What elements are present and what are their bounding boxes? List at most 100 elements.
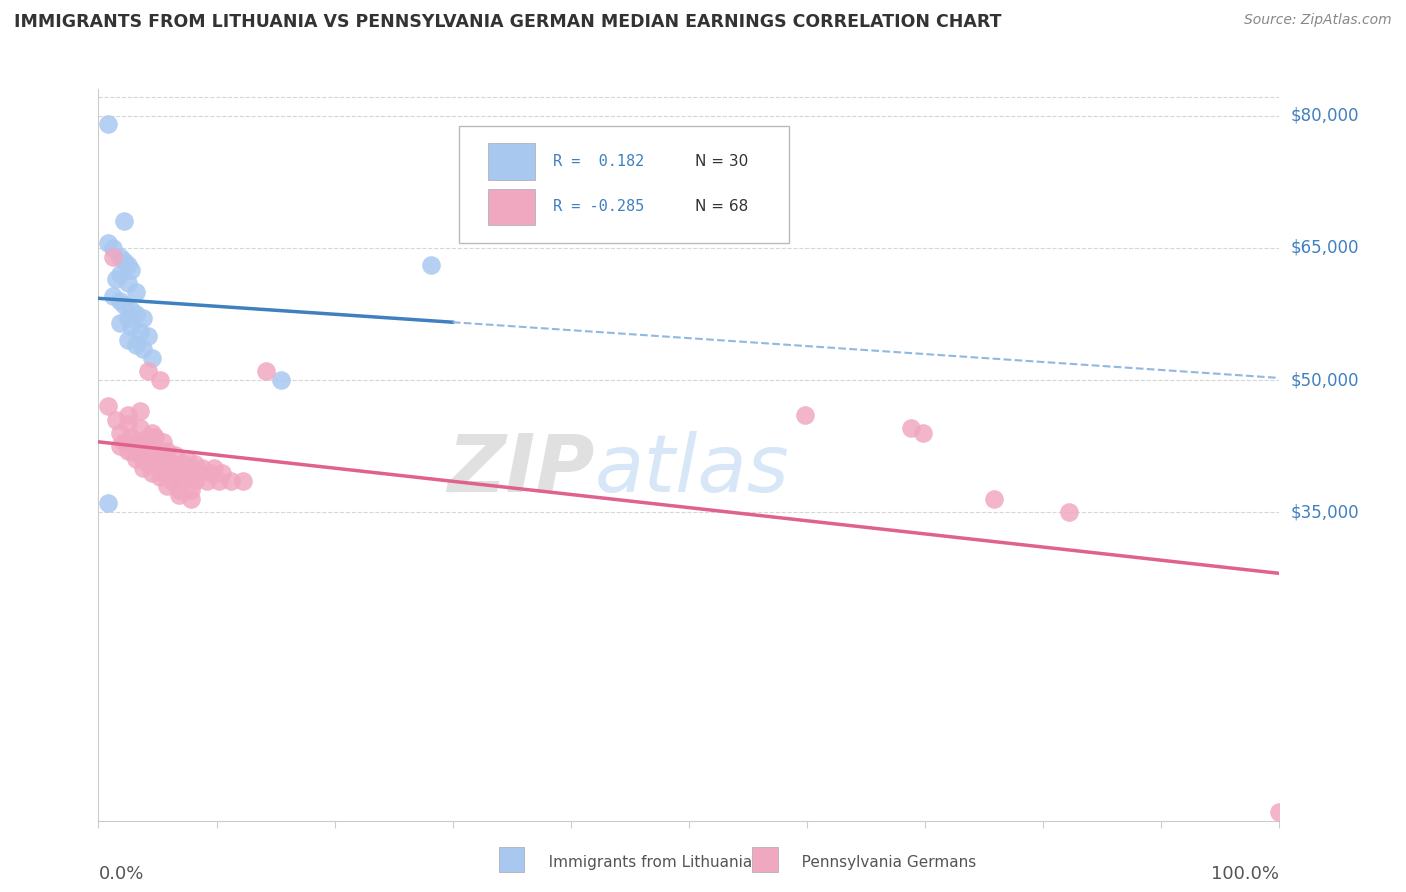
Text: N = 68: N = 68	[695, 199, 748, 214]
Point	[143, 457, 166, 471]
Point	[117, 417, 139, 431]
Point	[132, 461, 155, 475]
Point	[270, 373, 292, 387]
Text: R =  0.182: R = 0.182	[553, 154, 644, 169]
Point	[1268, 805, 1291, 819]
Point	[184, 475, 207, 489]
Point	[132, 311, 155, 326]
Text: Pennsylvania Germans: Pennsylvania Germans	[787, 855, 977, 870]
Point	[900, 421, 922, 435]
Text: R = -0.285: R = -0.285	[553, 199, 644, 214]
Point	[108, 250, 131, 264]
Point	[108, 439, 131, 453]
Point	[141, 351, 163, 365]
Point	[128, 325, 150, 339]
Text: $50,000: $50,000	[1291, 371, 1360, 389]
Point	[136, 364, 159, 378]
Point	[136, 329, 159, 343]
Point	[141, 466, 163, 480]
Point	[202, 461, 225, 475]
Point	[112, 214, 135, 228]
Point	[117, 259, 139, 273]
Point	[160, 457, 183, 471]
Point	[1057, 505, 1080, 519]
Point	[101, 250, 124, 264]
Point	[165, 448, 187, 462]
Point	[105, 412, 128, 426]
Point	[152, 448, 174, 462]
Point	[112, 254, 135, 268]
Text: $35,000: $35,000	[1291, 503, 1360, 521]
Point	[149, 452, 172, 467]
Point	[121, 430, 143, 444]
Text: Immigrants from Lithuania: Immigrants from Lithuania	[534, 855, 752, 870]
Point	[180, 491, 202, 506]
Point	[180, 461, 202, 475]
Point	[187, 466, 209, 480]
Point	[108, 267, 131, 281]
Point	[125, 434, 148, 449]
Point	[219, 475, 242, 489]
Text: 0.0%: 0.0%	[98, 864, 143, 882]
Point	[117, 334, 139, 348]
Point	[121, 302, 143, 317]
Point	[208, 475, 231, 489]
Point	[97, 400, 120, 414]
Point	[149, 470, 172, 484]
Point	[136, 430, 159, 444]
Point	[172, 475, 194, 489]
Point	[128, 404, 150, 418]
Point	[152, 434, 174, 449]
Point	[141, 425, 163, 440]
Point	[156, 479, 179, 493]
Text: Source: ZipAtlas.com: Source: ZipAtlas.com	[1244, 13, 1392, 28]
Point	[176, 466, 198, 480]
Point	[112, 298, 135, 312]
Text: N = 30: N = 30	[695, 154, 748, 169]
Point	[184, 457, 207, 471]
Point	[143, 443, 166, 458]
Point	[128, 448, 150, 462]
Point	[156, 443, 179, 458]
Point	[156, 461, 179, 475]
Point	[97, 496, 120, 510]
Point	[167, 487, 190, 501]
Point	[117, 409, 139, 423]
Point	[793, 409, 815, 423]
Text: IMMIGRANTS FROM LITHUANIA VS PENNSYLVANIA GERMAN MEDIAN EARNINGS CORRELATION CHA: IMMIGRANTS FROM LITHUANIA VS PENNSYLVANI…	[14, 13, 1001, 31]
Point	[108, 293, 131, 308]
Point	[152, 466, 174, 480]
Text: $65,000: $65,000	[1291, 239, 1360, 257]
Point	[911, 425, 934, 440]
Text: $80,000: $80,000	[1291, 107, 1360, 125]
Point	[128, 421, 150, 435]
Point	[149, 373, 172, 387]
Point	[983, 491, 1005, 506]
Point	[108, 425, 131, 440]
FancyBboxPatch shape	[488, 144, 536, 180]
Point	[117, 276, 139, 290]
Point	[191, 461, 214, 475]
Point	[132, 342, 155, 356]
Point	[180, 483, 202, 498]
Point	[108, 316, 131, 330]
Point	[167, 461, 190, 475]
Point	[117, 311, 139, 326]
Point	[195, 475, 218, 489]
FancyBboxPatch shape	[458, 126, 789, 243]
Text: atlas: atlas	[595, 431, 789, 508]
FancyBboxPatch shape	[488, 188, 536, 225]
Point	[143, 430, 166, 444]
Point	[125, 452, 148, 467]
Point	[132, 434, 155, 449]
Point	[117, 443, 139, 458]
Point	[420, 259, 443, 273]
Text: ZIP: ZIP	[447, 431, 595, 508]
Point	[125, 285, 148, 299]
Point	[121, 263, 143, 277]
Point	[121, 320, 143, 334]
Point	[165, 466, 187, 480]
Point	[160, 475, 183, 489]
Point	[167, 483, 190, 498]
Point	[231, 475, 253, 489]
